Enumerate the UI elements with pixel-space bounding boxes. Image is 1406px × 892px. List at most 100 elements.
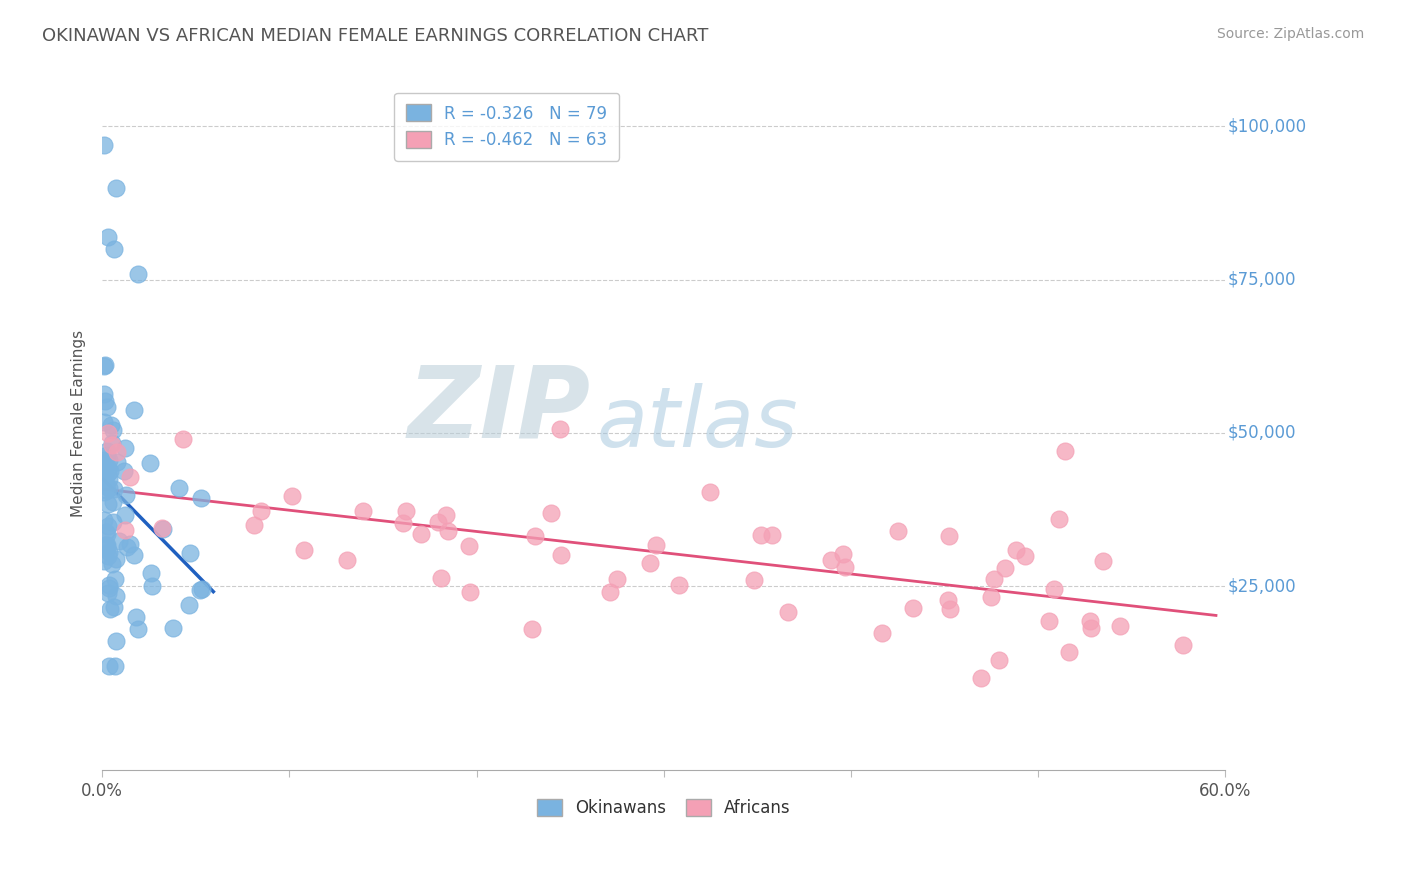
Point bbox=[96, 443, 118, 458]
Point bbox=[114, 523, 136, 537]
Point bbox=[1043, 582, 1066, 596]
Point bbox=[124, 609, 146, 624]
Point bbox=[96, 525, 118, 540]
Point bbox=[112, 464, 135, 478]
Point bbox=[103, 515, 125, 529]
Point bbox=[1038, 614, 1060, 628]
Point bbox=[120, 469, 142, 483]
Point bbox=[97, 229, 120, 244]
Text: $50,000: $50,000 bbox=[1227, 424, 1296, 442]
Point bbox=[1092, 553, 1115, 567]
Point bbox=[97, 472, 120, 486]
Point bbox=[540, 506, 562, 520]
Point bbox=[761, 528, 783, 542]
Point bbox=[122, 403, 145, 417]
Point bbox=[1053, 444, 1076, 458]
Point bbox=[97, 519, 120, 533]
Point bbox=[97, 497, 120, 511]
Point bbox=[988, 653, 1011, 667]
Point bbox=[430, 571, 453, 585]
Point bbox=[395, 504, 418, 518]
Point bbox=[392, 516, 415, 530]
Point bbox=[96, 541, 118, 555]
Point bbox=[93, 554, 115, 568]
Point bbox=[104, 552, 127, 566]
Point bbox=[98, 464, 121, 478]
Point bbox=[98, 601, 121, 615]
Point bbox=[179, 546, 201, 560]
Point bbox=[1108, 619, 1130, 633]
Text: $25,000: $25,000 bbox=[1227, 577, 1296, 595]
Point bbox=[820, 553, 842, 567]
Point bbox=[97, 658, 120, 673]
Point bbox=[105, 180, 128, 194]
Text: OKINAWAN VS AFRICAN MEDIAN FEMALE EARNINGS CORRELATION CHART: OKINAWAN VS AFRICAN MEDIAN FEMALE EARNIN… bbox=[42, 27, 709, 45]
Point bbox=[127, 267, 149, 281]
Point bbox=[96, 483, 118, 498]
Text: atlas: atlas bbox=[596, 384, 799, 464]
Point bbox=[1173, 638, 1195, 652]
Point bbox=[141, 579, 163, 593]
Point bbox=[93, 415, 115, 429]
Point bbox=[938, 529, 960, 543]
Point bbox=[994, 560, 1017, 574]
Point bbox=[599, 585, 621, 599]
Point bbox=[938, 593, 960, 607]
Y-axis label: Median Female Earnings: Median Female Earnings bbox=[72, 330, 86, 517]
Legend: Okinawans, Africans: Okinawans, Africans bbox=[530, 792, 797, 824]
Point bbox=[1047, 512, 1070, 526]
Point bbox=[550, 548, 572, 562]
Point bbox=[832, 547, 855, 561]
Point bbox=[127, 622, 149, 636]
Point bbox=[93, 137, 115, 152]
Point bbox=[103, 482, 125, 496]
Point bbox=[101, 495, 124, 509]
Point bbox=[101, 557, 124, 571]
Point bbox=[983, 572, 1005, 586]
Point bbox=[103, 599, 125, 614]
Point bbox=[103, 242, 125, 256]
Point bbox=[548, 422, 571, 436]
Point bbox=[93, 458, 115, 472]
Point bbox=[94, 474, 117, 488]
Point bbox=[97, 586, 120, 600]
Point bbox=[524, 529, 547, 543]
Point bbox=[190, 491, 212, 505]
Point bbox=[522, 622, 544, 636]
Point bbox=[96, 527, 118, 541]
Point bbox=[751, 528, 773, 542]
Point bbox=[139, 566, 162, 581]
Point bbox=[742, 573, 765, 587]
Point bbox=[96, 537, 118, 551]
Point bbox=[606, 572, 628, 586]
Point bbox=[100, 435, 122, 450]
Point bbox=[426, 516, 449, 530]
Point bbox=[98, 577, 121, 591]
Point bbox=[243, 518, 266, 533]
Point bbox=[97, 481, 120, 495]
Point bbox=[117, 540, 139, 554]
Point bbox=[411, 526, 433, 541]
Point bbox=[98, 544, 121, 558]
Point bbox=[1078, 615, 1101, 629]
Point bbox=[162, 621, 184, 635]
Point bbox=[939, 602, 962, 616]
Point bbox=[97, 549, 120, 563]
Point bbox=[93, 386, 115, 401]
Point bbox=[114, 508, 136, 522]
Text: $100,000: $100,000 bbox=[1227, 118, 1306, 136]
Point bbox=[100, 417, 122, 432]
Point bbox=[177, 598, 200, 612]
Point bbox=[1005, 542, 1028, 557]
Point bbox=[96, 400, 118, 414]
Point bbox=[96, 539, 118, 553]
Point bbox=[93, 513, 115, 527]
Point bbox=[352, 503, 374, 517]
Point bbox=[152, 522, 174, 536]
Point bbox=[1057, 645, 1080, 659]
Point bbox=[114, 441, 136, 455]
Point bbox=[970, 671, 993, 685]
Point bbox=[292, 543, 315, 558]
Point bbox=[437, 524, 460, 539]
Point bbox=[93, 359, 115, 373]
